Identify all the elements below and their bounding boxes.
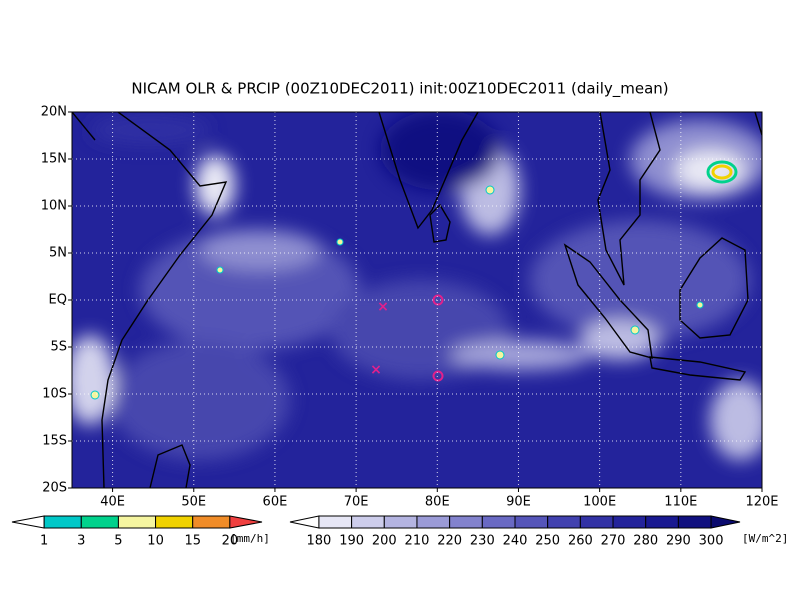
colorbar-segment bbox=[579, 515, 614, 529]
colorbar-label: 240 bbox=[503, 534, 528, 549]
colorbar-segment bbox=[80, 515, 119, 529]
colorbar-segment bbox=[677, 515, 712, 529]
colorbar-label: 10 bbox=[147, 534, 164, 549]
colorbar-label: 180 bbox=[307, 534, 332, 549]
colorbar-segment bbox=[547, 515, 581, 529]
colorbar-segment bbox=[383, 515, 418, 529]
lat-label: 20N bbox=[41, 105, 67, 120]
colorbar-label: 290 bbox=[666, 534, 691, 549]
colorbar-label: 5 bbox=[114, 534, 122, 549]
colorbar-segment bbox=[318, 515, 353, 529]
colorbar-segment bbox=[229, 515, 263, 529]
map-title: NICAM OLR & PRCIP (00Z10DEC2011) init:00… bbox=[131, 80, 668, 99]
lon-label: 70E bbox=[344, 495, 369, 510]
lat-label: 5S bbox=[50, 340, 67, 355]
colorbar-segment bbox=[155, 515, 194, 529]
colorbar-label: 280 bbox=[633, 534, 658, 549]
colorbar-segment bbox=[481, 515, 516, 529]
lat-label: 10N bbox=[41, 199, 67, 214]
colorbar-segment bbox=[351, 515, 385, 529]
lat-label: 15N bbox=[41, 152, 67, 167]
lat-label: 15S bbox=[42, 434, 67, 449]
svg-text:×: × bbox=[370, 362, 382, 378]
markers: × × bbox=[370, 294, 444, 382]
colorbar-segment bbox=[645, 515, 679, 529]
colorbar-unit: [mm/h] bbox=[230, 532, 270, 545]
colorbar-segment bbox=[612, 515, 647, 529]
lat-label: EQ bbox=[49, 293, 67, 308]
lon-label: 60E bbox=[263, 495, 288, 510]
colorbar-segment bbox=[43, 515, 82, 529]
colorbar-segment bbox=[289, 515, 320, 529]
colorbar-label: 220 bbox=[437, 534, 462, 549]
lon-label: 90E bbox=[506, 495, 531, 510]
colorbar-label: 190 bbox=[339, 534, 364, 549]
colorbar-label: 20 bbox=[222, 534, 239, 549]
colorbar-segment bbox=[449, 515, 483, 529]
colorbar-segment bbox=[416, 515, 451, 529]
svg-text:×: × bbox=[377, 299, 389, 315]
lon-label: 120E bbox=[745, 495, 778, 510]
colorbar-label: 1 bbox=[40, 534, 48, 549]
lon-label: 100E bbox=[583, 495, 616, 510]
lat-label: 5N bbox=[49, 246, 67, 261]
colorbar-segment bbox=[514, 515, 549, 529]
lon-label: 50E bbox=[181, 495, 206, 510]
lat-label: 10S bbox=[42, 387, 67, 402]
colorbar-label: 260 bbox=[568, 534, 593, 549]
colorbar-label: 270 bbox=[601, 534, 626, 549]
colorbar-segment bbox=[11, 515, 45, 529]
colorbar-label: 300 bbox=[699, 534, 724, 549]
colorbar-segment bbox=[117, 515, 157, 529]
colorbar-label: 230 bbox=[470, 534, 495, 549]
map-field: × × bbox=[72, 112, 762, 488]
colorbar-label: 3 bbox=[77, 534, 85, 549]
colorbar-segment bbox=[192, 515, 231, 529]
colorbar-unit: [W/m^2] bbox=[742, 532, 788, 545]
lat-label: 20S bbox=[42, 481, 67, 496]
lon-label: 110E bbox=[664, 495, 697, 510]
colorbar-label: 200 bbox=[372, 534, 397, 549]
lon-label: 40E bbox=[100, 495, 125, 510]
lon-label: 80E bbox=[425, 495, 450, 510]
colorbar-label: 15 bbox=[184, 534, 201, 549]
colorbar-label: 210 bbox=[405, 534, 430, 549]
colorbar-segment bbox=[710, 515, 741, 529]
colorbar-label: 250 bbox=[535, 534, 560, 549]
